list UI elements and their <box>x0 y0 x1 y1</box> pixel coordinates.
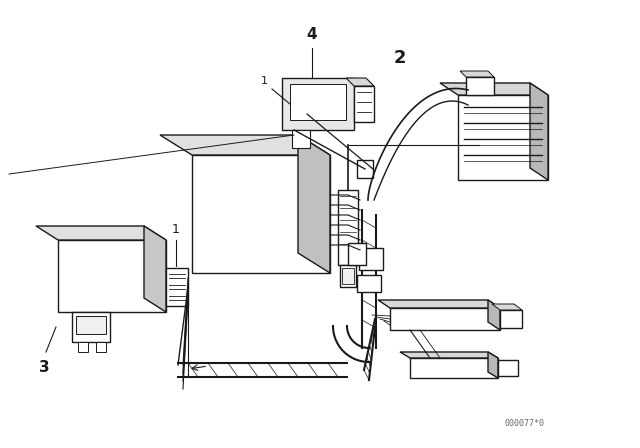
Text: 1: 1 <box>261 76 268 86</box>
Polygon shape <box>390 308 500 330</box>
Polygon shape <box>458 95 548 180</box>
Polygon shape <box>357 275 381 292</box>
Polygon shape <box>290 84 346 120</box>
Polygon shape <box>466 77 494 95</box>
Polygon shape <box>282 78 354 130</box>
Polygon shape <box>354 86 374 122</box>
Polygon shape <box>298 135 330 273</box>
Text: 2: 2 <box>394 49 406 67</box>
Polygon shape <box>338 190 358 265</box>
Polygon shape <box>340 265 356 287</box>
Text: 3: 3 <box>38 360 49 375</box>
Text: 4: 4 <box>307 27 317 42</box>
Polygon shape <box>410 358 498 378</box>
Polygon shape <box>160 135 330 155</box>
Polygon shape <box>530 83 548 180</box>
Polygon shape <box>144 226 166 312</box>
Polygon shape <box>400 352 498 358</box>
Polygon shape <box>378 300 500 308</box>
Polygon shape <box>498 360 518 376</box>
Polygon shape <box>166 268 188 306</box>
Polygon shape <box>96 342 106 352</box>
Text: 000077*0: 000077*0 <box>505 419 545 428</box>
Polygon shape <box>78 342 88 352</box>
Polygon shape <box>72 312 110 342</box>
Polygon shape <box>492 304 522 310</box>
Polygon shape <box>359 248 383 270</box>
Polygon shape <box>36 226 166 240</box>
Polygon shape <box>500 310 522 328</box>
Polygon shape <box>192 155 330 273</box>
Polygon shape <box>76 316 106 334</box>
Polygon shape <box>58 240 166 312</box>
Polygon shape <box>357 160 373 178</box>
Polygon shape <box>440 83 548 95</box>
Polygon shape <box>488 300 500 330</box>
Polygon shape <box>342 268 354 284</box>
Polygon shape <box>348 243 366 265</box>
Polygon shape <box>346 78 374 86</box>
Polygon shape <box>488 352 498 378</box>
Polygon shape <box>292 130 310 148</box>
Text: 1: 1 <box>172 223 180 236</box>
Polygon shape <box>460 71 494 77</box>
